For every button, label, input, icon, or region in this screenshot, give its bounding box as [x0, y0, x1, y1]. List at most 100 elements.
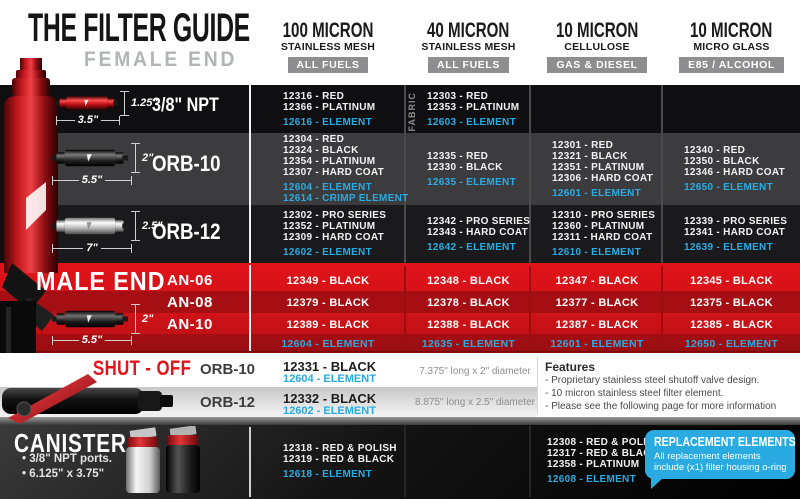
element-cell: 12601 - ELEMENT: [550, 337, 644, 350]
feature-item: - 10 micron stainless steel filter eleme…: [545, 388, 724, 399]
canister-specs: • 3/8" NPT ports. • 6.125" x 3.75": [22, 452, 112, 482]
red-canister-photo: [0, 58, 60, 273]
table-cell: 12335 - RED 12330 - BLACK 12635 - ELEMENT: [406, 133, 531, 205]
part-number: 12308 - RED & POLISH: [547, 437, 661, 448]
dimension-line: 3.5": [56, 115, 121, 126]
part-number: 12360 - PLATINUM: [552, 221, 645, 232]
dimension-line: [131, 211, 140, 241]
part-number: 12343 - HARD COAT: [427, 226, 529, 238]
column-media: CELLULOSE: [564, 41, 630, 53]
table-cell: 12316 - RED 12366 - PLATINUM 12616 - ELEM…: [250, 85, 406, 133]
column-micron: 100 MICRON: [282, 19, 374, 42]
part-number: 12309 - HARD COAT: [283, 232, 385, 243]
section-label-female-end: FEMALE END: [84, 48, 238, 71]
part-number: 12353 - PLATINUM: [427, 101, 520, 113]
size-note: 7.375" long x 2" diameter: [419, 366, 531, 377]
dimension-label: 1.25": [131, 97, 158, 109]
part-number: 12321 - BLACK: [552, 150, 628, 162]
part-number: 12358 - PLATINUM: [547, 459, 640, 470]
part-number: 12350 - BLACK: [684, 156, 760, 167]
dimension-label: 7": [86, 242, 98, 254]
part-number: 12317 - RED & BLACK: [547, 448, 659, 459]
table-cell: 12385 - BLACK: [690, 318, 773, 331]
table-cell: 12308 - RED & POLISH 12317 - RED & BLACK 1…: [531, 425, 663, 497]
page-title: THE FILTER GUIDE: [28, 6, 250, 50]
part-list: 12316 - RED 12366 - PLATINUM: [283, 91, 406, 113]
callout-line: All replacement elements: [654, 451, 761, 462]
table-cell: 12348 - BLACK: [427, 274, 510, 287]
part-list: 12340 - RED 12350 - BLACK 12346 - HARD COA…: [684, 145, 800, 178]
column-media: MICRO GLASS: [693, 41, 770, 53]
element-cell: 12650 - ELEMENT: [684, 337, 779, 350]
column-divider: [529, 85, 531, 263]
element-number: 12601 - ELEMENT: [552, 187, 641, 199]
table-cell: 12318 - RED & POLISH 12319 - RED & BLACK …: [250, 425, 406, 497]
part-number: 12324 - BLACK: [283, 145, 359, 156]
dimension-label: 5.5": [81, 174, 103, 186]
table-cell: 12377 - BLACK: [555, 296, 639, 309]
element-list: 12610 - ELEMENT: [552, 247, 663, 258]
male-element-row-band: [0, 334, 800, 352]
dimension-line: 7": [52, 242, 132, 254]
part-number: 12301 - RED: [552, 139, 614, 151]
row-label-shutoff-orb12: ORB-12: [200, 394, 256, 411]
feature-item: - Please see the following page for more…: [545, 401, 777, 412]
dimension-line: [131, 143, 140, 173]
table-cell: 12339 - PRO SERIES 12341 - HARD COAT 1263…: [663, 205, 800, 263]
column-micron: 40 MICRON: [427, 19, 510, 42]
dimension-line: 5.5": [52, 174, 133, 186]
element-list: 12601 - ELEMENT: [552, 188, 663, 199]
dimension-line: [120, 91, 129, 116]
part-number: 12307 - HARD COAT: [283, 167, 385, 178]
table-cell: 12347 - BLACK: [555, 274, 639, 287]
part-number: 12366 - PLATINUM: [283, 101, 376, 113]
part-list: 12342 - PRO SERIES 12343 - HARD COAT: [427, 216, 531, 238]
column-divider: [537, 357, 538, 415]
part-number: 12335 - RED: [427, 150, 489, 162]
element-number: 12618 - ELEMENT: [283, 468, 372, 480]
inline-filter-red-photo: [56, 92, 118, 114]
label-column-separator: [249, 265, 251, 351]
element-list: 12616 - ELEMENT: [283, 117, 406, 128]
table-cell: 12388 - BLACK: [427, 318, 510, 331]
column-divider: [661, 266, 663, 350]
element-number: 12610 - ELEMENT: [552, 247, 641, 258]
size-note: 8.875" long x 2.5" diameter: [415, 397, 535, 408]
part-number: 12304 - RED: [283, 134, 345, 145]
part-number: 12306 - HARD COAT: [552, 172, 654, 184]
element-number: 12639 - ELEMENT: [684, 241, 773, 253]
part-list: 12303 - RED 12353 - PLATINUM: [427, 91, 531, 113]
row-band-orb12: [47, 205, 800, 263]
section-label-canister: CANISTER: [14, 428, 127, 458]
dimension-line: [131, 304, 140, 334]
column-divider: [661, 85, 663, 263]
table-cell: 12342 - PRO SERIES 12343 - HARD COAT 1264…: [406, 205, 531, 263]
label-column-separator: [249, 427, 251, 497]
part-number: 12316 - RED: [283, 90, 345, 102]
dimension-label: 5.5": [81, 334, 103, 346]
part-number: 12346 - HARD COAT: [684, 167, 786, 178]
column-divider: [529, 425, 531, 497]
part-number: 12318 - RED & POLISH: [283, 442, 397, 454]
row-band-orb10: [47, 133, 800, 205]
table-cell: 12331 - BLACK 12604 - ELEMENT: [283, 360, 376, 385]
shutoff-valve-photo: [0, 368, 175, 424]
row-label-shutoff-orb10: ORB-10: [200, 361, 256, 378]
label-column-separator: [249, 85, 251, 263]
column-divider: [404, 266, 406, 350]
table-cell: 12387 - BLACK: [555, 318, 639, 331]
table-cell: 12340 - RED 12350 - BLACK 12346 - HARD COA…: [663, 133, 800, 205]
spec-item: • 3/8" NPT ports.: [22, 453, 112, 465]
part-number: 12341 - HARD COAT: [684, 226, 786, 238]
column-header-40-micron: 40 MICRON STAINLESS MESH ALL FUELS: [406, 20, 531, 73]
part-list: 12310 - PRO SERIES 12360 - PLATINUM 12311 …: [552, 210, 663, 243]
table-cell: 12332 - BLACK 12602 - ELEMENT: [283, 392, 376, 417]
element-list: 12635 - ELEMENT: [427, 177, 531, 188]
inline-filter-black-photo: [52, 144, 128, 172]
element-number: 12614 - CRIMP ELEMENT: [283, 193, 409, 204]
row-label-npt: 3/8" NPT: [152, 95, 219, 116]
callout-tail: [651, 476, 665, 489]
fuel-badge: E85 / ALCOHOL: [679, 57, 784, 73]
spec-item: • 6.125" x 3.75": [22, 468, 105, 480]
